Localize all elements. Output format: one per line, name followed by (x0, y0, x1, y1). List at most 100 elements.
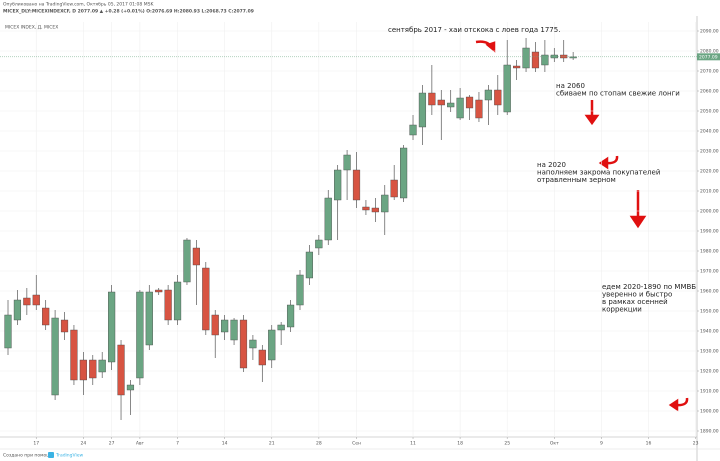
x-tick-label: Сен (352, 441, 361, 447)
candle-body (569, 56, 577, 59)
footer-created: Создано при помощи (3, 453, 54, 459)
logo-icon (48, 452, 54, 458)
candle-body (305, 251, 314, 279)
last-price-label: 2077.09 (699, 54, 718, 60)
candle-body (447, 102, 455, 108)
y-tick-label: 2010.00 (700, 189, 719, 195)
annotation: уверенно и быстро (602, 291, 672, 299)
y-tick-label: 1990.00 (700, 229, 719, 235)
last-price-box (697, 53, 720, 61)
candle-body (42, 307, 50, 326)
candle-body (221, 319, 229, 333)
candle-body (296, 274, 304, 306)
footer-brand: TradingView (55, 453, 84, 459)
candle-body (531, 51, 540, 69)
x-tick-label: 18 (457, 441, 463, 447)
arrow-head (598, 156, 609, 170)
candle-body (51, 317, 59, 396)
candle-body (173, 281, 182, 321)
legend: MICEX INDEX, Д, MICEX (5, 25, 58, 31)
candle-body (484, 89, 492, 101)
y-tick-label: 1950.00 (700, 309, 719, 315)
candle-body (4, 314, 12, 349)
candle-body (23, 297, 31, 306)
x-tick-label: Окт (550, 441, 559, 447)
y-tick-label: 1970.00 (700, 269, 719, 275)
x-tick-label: 25 (504, 441, 510, 447)
y-tick-label: 2090.00 (700, 29, 719, 35)
published: Опубликовано на TradingView.com, Октябрь… (3, 2, 154, 8)
candle-body (560, 54, 568, 59)
candle-body (117, 344, 125, 396)
candle-body (362, 206, 370, 211)
candle-body (409, 124, 417, 136)
candle-body (324, 197, 332, 241)
candle-body (249, 339, 257, 349)
x-tick-label: Авг (136, 441, 145, 447)
arrow-head (668, 398, 679, 412)
y-tick-label: 1900.00 (700, 409, 719, 415)
symbol-line: MICEX_DLY:MICEXINDEXCF, D 2077.09 ▲ +0.2… (3, 9, 254, 15)
candle-body (400, 147, 408, 199)
candle-body (202, 267, 210, 331)
candle-body (164, 289, 172, 321)
candle-body (136, 291, 144, 379)
candle-body (522, 47, 530, 69)
x-tick-label: 7 (176, 441, 179, 447)
y-tick-label: 2060.00 (700, 89, 719, 95)
candle-body (465, 96, 474, 109)
candle-body (494, 89, 502, 106)
arrows (475, 40, 689, 412)
candle-body (155, 289, 163, 293)
candle-body (352, 169, 361, 201)
y-tick-label: 2040.00 (700, 129, 719, 135)
arrow-head (584, 114, 600, 126)
candle-body (89, 359, 97, 379)
candle-body (475, 99, 483, 119)
y-tick-label: 1980.00 (700, 249, 719, 255)
x-tick-label: 28 (316, 441, 322, 447)
candle-body (108, 291, 116, 363)
x-tick-label: 9 (600, 441, 603, 447)
candle-body (60, 319, 69, 333)
candle-body (428, 92, 436, 106)
annotation: в рамках осенней (602, 298, 668, 306)
candle-body (32, 294, 40, 306)
x-tick-label: 11 (410, 441, 416, 447)
y-tick-label: 2050.00 (700, 109, 719, 115)
y-tick-label: 1930.00 (700, 349, 719, 355)
annotation: на 2060 (556, 82, 585, 90)
candle-body (334, 169, 342, 201)
candle-body (230, 319, 238, 341)
candle-body (381, 194, 389, 213)
y-tick-label: 1920.00 (700, 369, 719, 375)
candle-body (258, 349, 266, 366)
candle-body (145, 291, 153, 346)
arrow-head (485, 41, 496, 53)
y-tick-label: 1910.00 (700, 389, 719, 395)
x-tick-label: 24 (80, 441, 86, 447)
x-tick-label: 17 (33, 441, 39, 447)
y-tick-label: 2000.00 (700, 209, 719, 215)
candle-body (286, 304, 295, 328)
annotation: на 2020 (537, 161, 566, 169)
candle-body (70, 329, 78, 381)
x-tick-label: 21 (269, 441, 275, 447)
candle-body (550, 54, 558, 59)
y-tick-label: 1940.00 (700, 329, 719, 335)
candle-body (513, 65, 521, 69)
y-tick-label: 1960.00 (700, 289, 719, 295)
candle-body (456, 97, 464, 119)
candle-body (183, 239, 191, 283)
y-tick-label: 2070.00 (700, 69, 719, 75)
candle-body (371, 207, 379, 213)
annotation: едем 2020-1890 по ММВБ (602, 283, 696, 291)
candle-body (390, 179, 398, 198)
arrow-head (629, 215, 647, 229)
candle-body (418, 92, 427, 128)
candle-body (503, 64, 511, 113)
candle-body (211, 314, 219, 336)
y-tick-label: 2080.00 (700, 49, 719, 55)
